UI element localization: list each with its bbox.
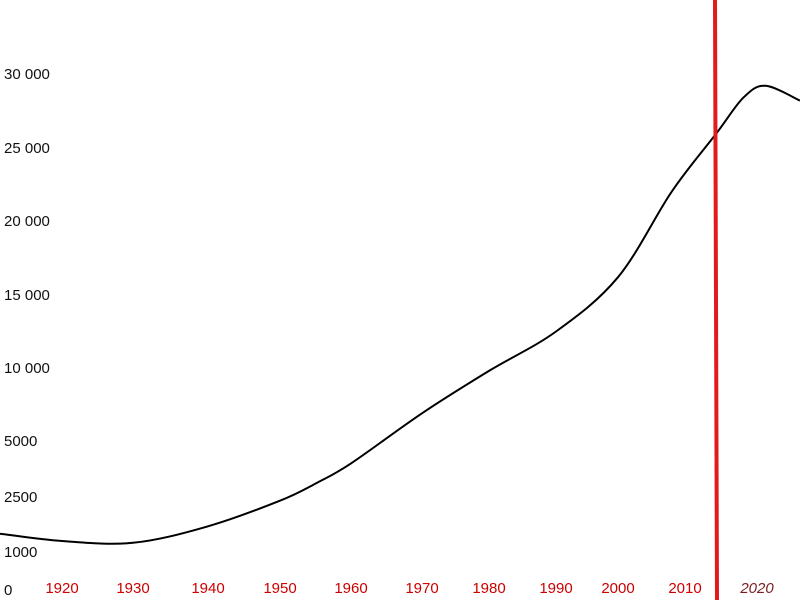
x-tick-label: 2020	[739, 580, 774, 597]
y-tick-label: 20 000	[4, 213, 50, 230]
y-tick-label: 10 000	[4, 360, 50, 377]
x-tick-label: 1950	[263, 580, 296, 597]
y-tick-label: 25 000	[4, 140, 50, 157]
y-tick-label: 5000	[4, 433, 37, 450]
x-tick-label: 1980	[472, 580, 505, 597]
x-axis-ticks: 1920 1930 1940 1950 1960 1970 1980 1990 2000 2010…	[45, 580, 774, 597]
marker-line	[713, 0, 719, 600]
y-tick-label: 0	[4, 582, 12, 599]
x-tick-label: 2000	[601, 580, 634, 597]
x-tick-label: 1970	[405, 580, 438, 597]
y-tick-label: 1000	[4, 544, 37, 561]
x-tick-label: 1990	[539, 580, 572, 597]
y-tick-label: 2500	[4, 489, 37, 506]
series-line	[0, 84, 800, 545]
y-tick-label: 30 000	[4, 66, 50, 83]
x-tick-label: 1930	[116, 580, 149, 597]
y-axis-ticks: 30 000 25 000 20 000 15 000 10 000 5000 2500 10…	[4, 66, 50, 599]
y-tick-label: 15 000	[4, 287, 50, 304]
x-tick-label: 1920	[45, 580, 78, 597]
x-tick-label: 2010	[668, 580, 701, 597]
x-tick-label: 1960	[334, 580, 367, 597]
x-tick-label: 1940	[191, 580, 224, 597]
